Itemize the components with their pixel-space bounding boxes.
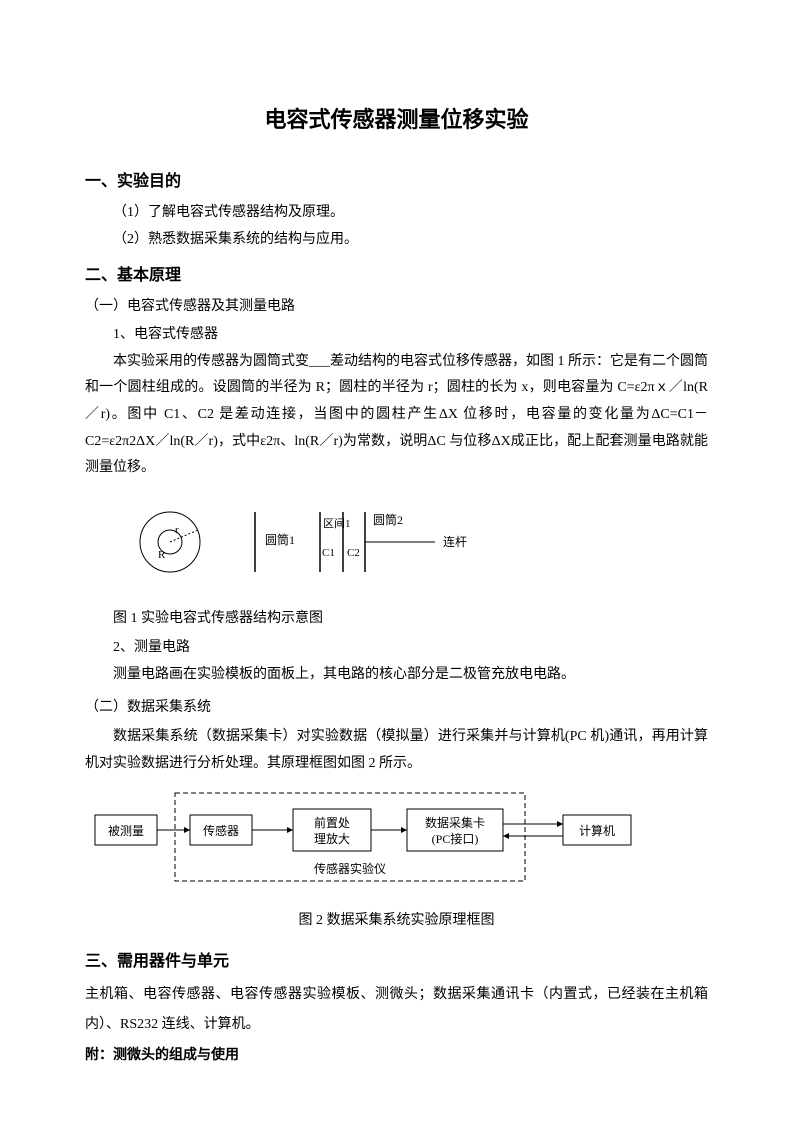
section1-heading: 一、实验目的: [85, 168, 708, 197]
fig2-system-label: 传感器实验仪: [314, 861, 386, 876]
page-title: 电容式传感器测量位移实验: [85, 100, 708, 140]
section2-part2-heading: （二）数据采集系统: [85, 695, 708, 720]
fig1-label-R: R: [158, 549, 166, 561]
fig2-box-measured: 被测量: [108, 824, 144, 838]
fig2-box-preamp1: 前置处: [314, 815, 350, 830]
section2-heading: 二、基本原理: [85, 262, 708, 291]
figure2-caption: 图 2 数据采集系统实验原理框图: [85, 908, 708, 933]
fig1-rod: 连杆: [443, 534, 467, 549]
section3-appendix: 附：测微头的组成与使用: [85, 1043, 708, 1070]
fig2-box-daq1: 数据采集卡: [425, 815, 485, 830]
section2-part1-body: 本实验采用的传感器为圆筒式变___差动结构的电容式位移传感器，如图 1 所示：它…: [85, 349, 708, 482]
section2-part1-heading: （一）电容式传感器及其测量电路: [85, 294, 708, 319]
section2-part1-sub1: 1、电容式传感器: [85, 322, 708, 347]
figure2-diagram: 被测量 传感器 前置处 理放大 数据采集卡 (PC接口) 计算机 传感器实验仪: [85, 787, 645, 887]
fig2-box-sensor: 传感器: [203, 823, 239, 838]
fig1-cylinder1: 圆筒1: [265, 532, 295, 547]
fig2-box-preamp2: 理放大: [314, 831, 350, 846]
fig1-c1: C1: [322, 547, 335, 559]
section2-part1-body2: 测量电路画在实验模板的面板上，其电路的核心部分是二极管充放电电路。: [85, 662, 708, 689]
section3-body: 主机箱、电容传感器、电容传感器实验模板、测微头；数据采集通讯卡（内置式，已经装在…: [85, 980, 708, 1039]
fig1-cylinder2: 圆筒2: [373, 512, 403, 527]
section3-heading: 三、需用器件与单元: [85, 948, 708, 977]
section2-part2-body: 数据采集系统（数据采集卡）对实验数据（模拟量）进行采集并与计算机(PC 机)通讯…: [85, 724, 708, 777]
fig2-box-daq2: (PC接口): [432, 831, 479, 846]
fig1-seg1: 区间1: [323, 517, 351, 530]
section1-item-1: （1）了解电容式传感器结构及原理。: [113, 200, 708, 227]
figure1-caption: 图 1 实验电容式传感器结构示意图: [85, 606, 708, 631]
section2-part1-sub2: 2、测量电路: [85, 635, 708, 660]
fig1-c2: C2: [347, 547, 360, 559]
fig2-box-computer: 计算机: [579, 823, 615, 838]
figure1-diagram: r R 圆筒1 区间1 C1 C2 圆筒2 连杆: [125, 494, 505, 589]
fig1-label-r: r: [175, 524, 179, 536]
section1-item-2: （2）熟悉数据采集系统的结构与应用。: [113, 227, 708, 254]
